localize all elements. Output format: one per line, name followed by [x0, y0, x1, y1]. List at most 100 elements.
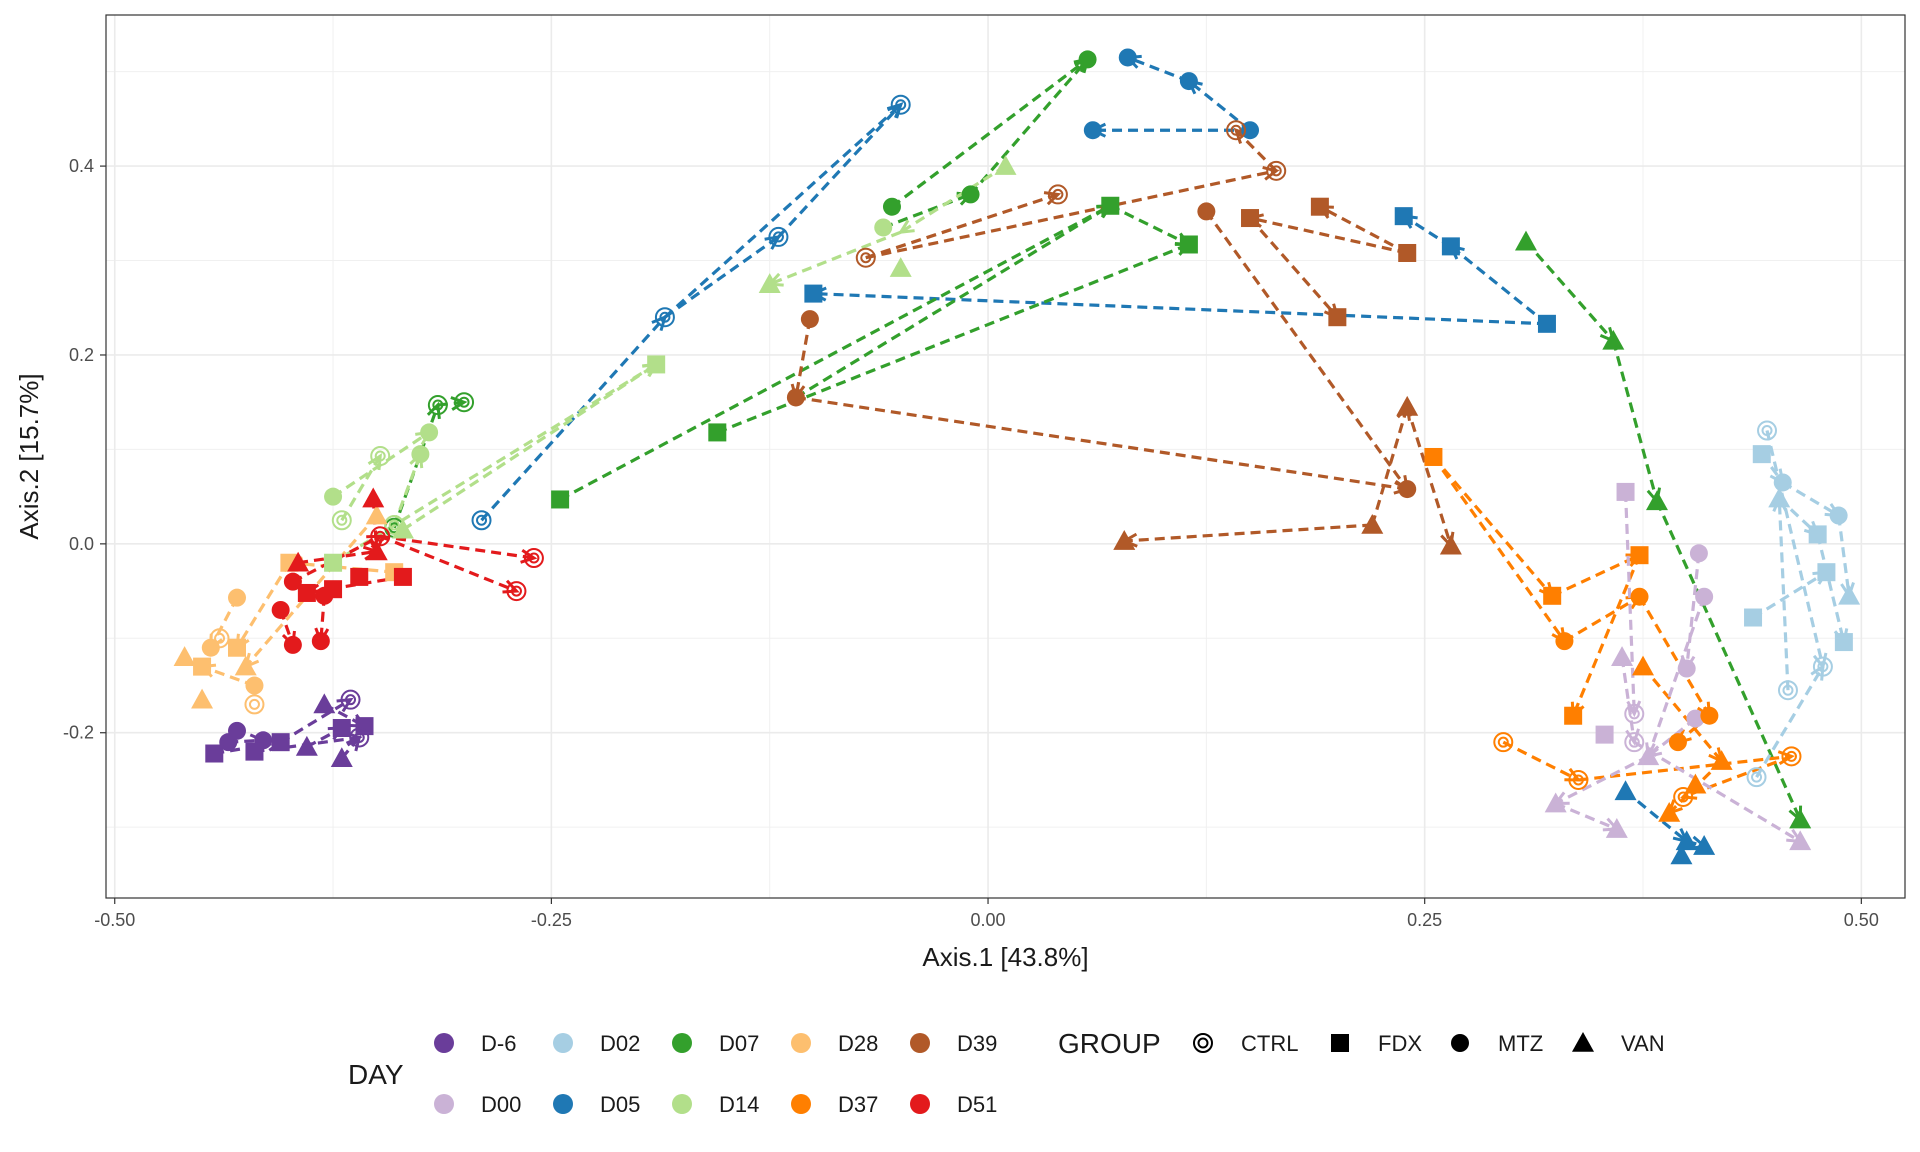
group-legend-item: FDX — [1331, 1031, 1422, 1056]
data-point-ctrl — [523, 548, 544, 569]
data-point-fdx — [1394, 207, 1413, 226]
x-tick-label: -0.25 — [531, 910, 572, 930]
data-point-fdx — [1630, 546, 1649, 565]
panel-border — [105, 14, 1906, 899]
day-legend-item: D37 — [791, 1092, 878, 1117]
day-legend-item: D07 — [672, 1031, 759, 1056]
trajectory-segment — [1124, 54, 1190, 83]
data-point-mtz — [1398, 480, 1417, 499]
data-point-ctrl — [384, 514, 405, 535]
group-legend-item: VAN — [1572, 1031, 1665, 1056]
trajectory-segment — [795, 203, 1114, 399]
data-point-ctrl — [1757, 420, 1778, 441]
data-point-fdx — [1808, 525, 1827, 544]
trajectory-segment — [1205, 210, 1410, 492]
trajectory-segment — [1765, 430, 1828, 670]
data-point-ctrl — [1777, 680, 1798, 701]
data-point-van — [191, 688, 214, 709]
day-legend-label: D28 — [838, 1031, 878, 1056]
data-point-mtz — [1083, 121, 1102, 140]
data-point-mtz — [311, 632, 330, 651]
data-point-ctrl — [209, 628, 230, 649]
data-point-ctrl — [1624, 703, 1645, 724]
day-legend-title: DAY — [348, 1059, 404, 1090]
y-tick-label: -0.2 — [63, 723, 94, 743]
data-point-van — [758, 273, 781, 293]
data-point-mtz — [1686, 709, 1705, 728]
trajectory-segment — [1655, 500, 1803, 823]
data-point-mtz — [961, 185, 980, 204]
data-point-mtz — [1241, 121, 1260, 140]
day-legend-label: D-6 — [481, 1031, 516, 1056]
x-tick-label: 0.50 — [1844, 910, 1879, 930]
data-point-ctrl — [855, 247, 876, 268]
data-point-van — [1789, 808, 1812, 829]
data-point-ctrl — [340, 689, 361, 710]
group-legend-key — [1331, 1034, 1349, 1052]
trajectory-segment — [1555, 802, 1620, 832]
trajectory-segment — [1246, 213, 1408, 255]
data-point-van — [1632, 655, 1655, 676]
data-point-fdx — [1328, 308, 1347, 327]
data-point-mtz — [1668, 733, 1687, 752]
data-point-van — [1611, 646, 1634, 666]
day-legend-key — [672, 1094, 692, 1114]
group-legend-item: CTRL — [1193, 1031, 1298, 1056]
data-point-ctrl — [454, 392, 475, 413]
data-point-mtz — [420, 423, 439, 442]
day-legend-item: D51 — [910, 1092, 997, 1117]
data-point-van — [1605, 818, 1628, 838]
group-legend-label: CTRL — [1241, 1031, 1298, 1056]
data-point-ctrl — [1746, 767, 1767, 788]
data-point-van — [1614, 780, 1637, 801]
day-legend-label: D02 — [600, 1031, 640, 1056]
data-point-fdx — [1744, 608, 1763, 627]
data-point-ctrl — [1781, 746, 1802, 767]
y-tick-label: 0.0 — [69, 534, 94, 554]
data-point-van — [1838, 584, 1861, 605]
data-point-mtz — [283, 635, 302, 654]
day-legend-label: D07 — [719, 1031, 759, 1056]
data-point-fdx — [324, 580, 343, 599]
data-point-van — [330, 747, 353, 768]
data-point-fdx — [1310, 197, 1329, 216]
data-point-ctrl — [1493, 732, 1514, 753]
trajectory-segment — [1563, 594, 1643, 643]
data-point-fdx — [1424, 447, 1443, 466]
trajectory-segment — [402, 362, 660, 532]
trajectory-segment — [1752, 570, 1830, 619]
data-point-mtz — [1118, 48, 1137, 67]
group-legend-item: MTZ — [1451, 1031, 1543, 1056]
data-point-van — [1693, 835, 1716, 855]
data-point-fdx — [1179, 235, 1198, 254]
data-point-fdx — [1817, 563, 1836, 582]
data-point-van — [1789, 830, 1812, 851]
trajectory-segment — [1316, 205, 1408, 255]
data-point-fdx — [1752, 445, 1771, 464]
data-point-fdx — [297, 583, 316, 602]
data-point-van — [1361, 513, 1384, 534]
x-tick-label: 0.25 — [1407, 910, 1442, 930]
data-point-ctrl — [331, 510, 352, 531]
data-point-van — [362, 487, 385, 508]
data-point-fdx — [393, 567, 412, 586]
data-point-ctrl — [1568, 769, 1589, 790]
data-point-ctrl — [768, 226, 789, 247]
trajectory-segment — [897, 164, 1007, 235]
day-legend-item: D14 — [672, 1092, 759, 1117]
data-point-van — [313, 693, 336, 714]
axis-ticks: -0.50 -0.25 0.00 0.25 0.50 -0.2 0.0 0.2 0.4 — [63, 156, 1879, 930]
data-point-fdx — [804, 284, 823, 303]
trajectory-segment — [1370, 403, 1411, 526]
data-point-van — [1439, 534, 1462, 555]
data-point-fdx — [245, 742, 264, 761]
trajectory-segment — [559, 204, 1114, 501]
group-legend-key — [1572, 1032, 1594, 1052]
data-point-ctrl — [349, 727, 370, 748]
data-point-ctrl — [370, 446, 391, 467]
data-point-mtz — [201, 638, 220, 657]
data-point-fdx — [1537, 314, 1556, 333]
legend: DAY GROUP D-6 D00 D02 D05 D07 D14 D28 D37 D39 D51… — [348, 1028, 1665, 1117]
data-point-mtz — [283, 572, 302, 591]
